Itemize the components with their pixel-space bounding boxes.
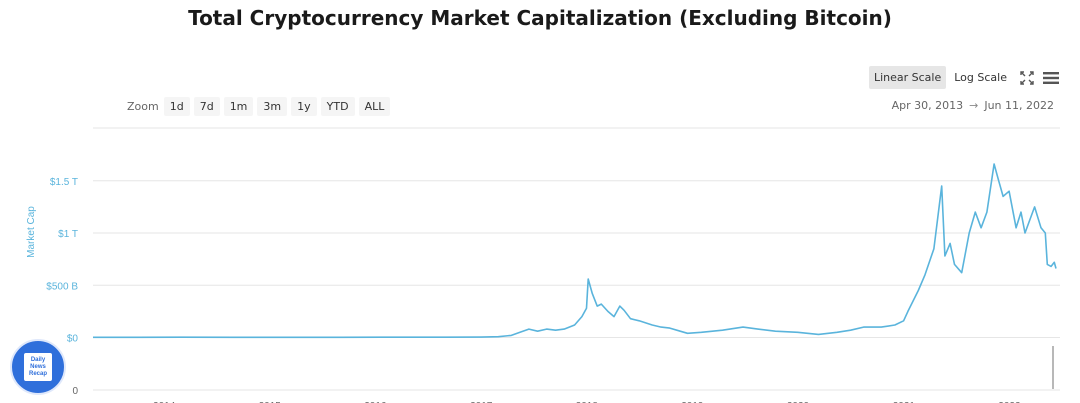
y-tick-label: $500 B — [46, 281, 78, 292]
x-tick-label: 2019 — [681, 401, 704, 403]
grid-lines — [93, 127, 1060, 391]
logo-text-line: Daily — [30, 356, 46, 363]
logo-text-line: Recap — [28, 370, 47, 377]
date-range-from[interactable]: Apr 30, 2013 — [891, 99, 964, 112]
zoom-button-ytd[interactable]: YTD — [320, 97, 355, 116]
logo-text-line: News — [30, 363, 46, 370]
x-tick-label: 2017 — [470, 401, 493, 403]
log-scale-button[interactable]: Log Scale — [954, 71, 1007, 84]
zoom-button-1y[interactable]: 1y — [291, 97, 317, 116]
daily-news-recap-logo: Daily News Recap — [10, 339, 66, 395]
zoom-button-1d[interactable]: 1d — [163, 97, 190, 116]
x-axis-ticks: 2014 2015 2016 2017 2018 2019 2020 2021 2022 — [153, 401, 1021, 403]
x-tick-label: 2020 — [787, 401, 810, 403]
chart-title: Total Cryptocurrency Market Capitalizati… — [188, 6, 892, 30]
zoom-controls: Zoom 1d 7d 1m 3m 1y YTD ALL — [127, 97, 394, 116]
x-tick-label: 2016 — [364, 401, 387, 403]
zoom-label: Zoom — [127, 100, 159, 113]
scale-toolbar: Linear Scale Log Scale — [866, 66, 1060, 89]
zoom-button-7d[interactable]: 7d — [193, 97, 220, 116]
date-range-arrow: → — [969, 99, 979, 112]
y-tick-label: $0 — [67, 334, 79, 345]
expand-icon[interactable] — [1018, 69, 1036, 87]
y-axis-label: Market Cap — [26, 206, 37, 258]
y-tick-label: $1.5 T — [50, 177, 78, 188]
y-tick-label: $1 T — [58, 229, 78, 240]
x-tick-label: 2021 — [893, 401, 916, 403]
x-tick-label: 2018 — [576, 401, 599, 403]
y-axis-ticks: 0 $0 $500 B $1 T $1.5 T — [46, 177, 78, 397]
linear-scale-button[interactable]: Linear Scale — [868, 66, 947, 89]
date-range-to[interactable]: Jun 11, 2022 — [984, 99, 1054, 112]
x-tick-label: 2014 — [153, 401, 176, 403]
logo-badge: Daily News Recap — [24, 353, 52, 381]
date-range: Apr 30, 2013 → Jun 11, 2022 — [892, 99, 1054, 112]
zoom-button-all[interactable]: ALL — [358, 97, 391, 116]
zoom-button-1m[interactable]: 1m — [223, 97, 254, 116]
hamburger-menu-icon[interactable] — [1042, 69, 1060, 87]
series-line — [93, 163, 1057, 339]
x-tick-label: 2022 — [998, 401, 1021, 403]
y-tick-label: 0 — [72, 386, 78, 397]
x-tick-label: 2015 — [259, 401, 282, 403]
zoom-button-3m[interactable]: 3m — [257, 97, 288, 116]
